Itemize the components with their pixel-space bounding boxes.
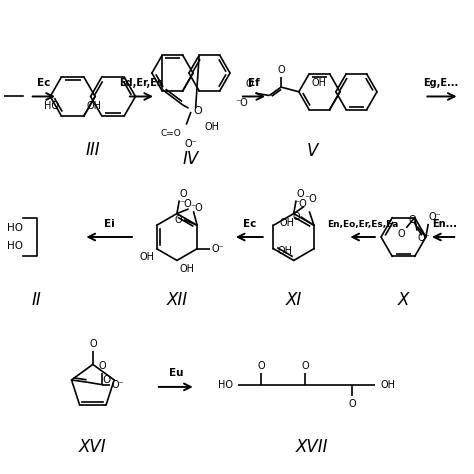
Text: II: II: [32, 291, 42, 309]
Text: OH: OH: [277, 246, 292, 256]
Text: ⁻O: ⁻O: [304, 194, 317, 204]
Text: En...: En...: [432, 219, 456, 228]
Text: C=O: C=O: [161, 129, 182, 138]
Text: O⁻: O⁻: [428, 211, 441, 221]
Text: ⁻O: ⁻O: [294, 199, 307, 209]
Text: XVII: XVII: [296, 438, 328, 456]
Text: III: III: [85, 141, 100, 159]
Text: OH: OH: [311, 78, 327, 88]
Text: O: O: [174, 215, 182, 225]
Text: O: O: [292, 212, 300, 222]
Text: HO: HO: [44, 101, 59, 111]
Text: ⁻O: ⁻O: [236, 98, 248, 108]
Text: OH: OH: [279, 218, 294, 228]
Text: OH: OH: [139, 253, 155, 263]
Text: O: O: [98, 361, 106, 371]
Text: IV: IV: [183, 150, 199, 168]
Text: X: X: [398, 291, 409, 309]
Text: En,Eo,Er,Es,Ea: En,Eo,Er,Es,Ea: [327, 219, 398, 228]
Text: Ef: Ef: [248, 78, 260, 88]
Text: O: O: [409, 215, 417, 225]
Text: XVI: XVI: [79, 438, 107, 456]
Text: Eg,E...: Eg,E...: [423, 78, 458, 88]
Text: O: O: [180, 189, 187, 199]
Text: O: O: [257, 361, 265, 371]
Text: O: O: [296, 189, 304, 199]
Text: HO: HO: [7, 223, 23, 233]
Text: Ed,Er,Es: Ed,Er,Es: [119, 78, 163, 88]
Text: OH: OH: [86, 101, 101, 111]
Text: XI: XI: [285, 291, 302, 309]
Text: O⁻: O⁻: [417, 233, 430, 243]
Text: OH: OH: [205, 122, 220, 132]
Text: OH: OH: [179, 264, 194, 274]
Text: Eu: Eu: [169, 368, 183, 378]
Text: Ec: Ec: [243, 219, 256, 228]
Text: O⁻: O⁻: [111, 380, 124, 390]
Text: O⁻: O⁻: [184, 138, 197, 149]
Text: O: O: [301, 361, 309, 371]
Text: ⁻O: ⁻O: [180, 200, 192, 210]
Text: OH: OH: [380, 380, 395, 390]
Text: HO: HO: [218, 380, 233, 390]
Text: ⁻O: ⁻O: [190, 203, 203, 213]
Text: O: O: [246, 79, 253, 89]
Text: O: O: [277, 65, 285, 75]
Text: Ec: Ec: [37, 78, 50, 88]
Text: O⁻: O⁻: [211, 244, 224, 254]
Text: O: O: [398, 229, 405, 239]
Text: O: O: [348, 399, 356, 409]
Text: O: O: [89, 339, 97, 349]
Text: XII: XII: [166, 291, 188, 309]
Text: O: O: [102, 375, 110, 385]
Text: HO: HO: [7, 241, 23, 251]
Text: O: O: [193, 106, 202, 116]
Text: Ei: Ei: [104, 219, 115, 228]
Text: V: V: [307, 142, 318, 160]
